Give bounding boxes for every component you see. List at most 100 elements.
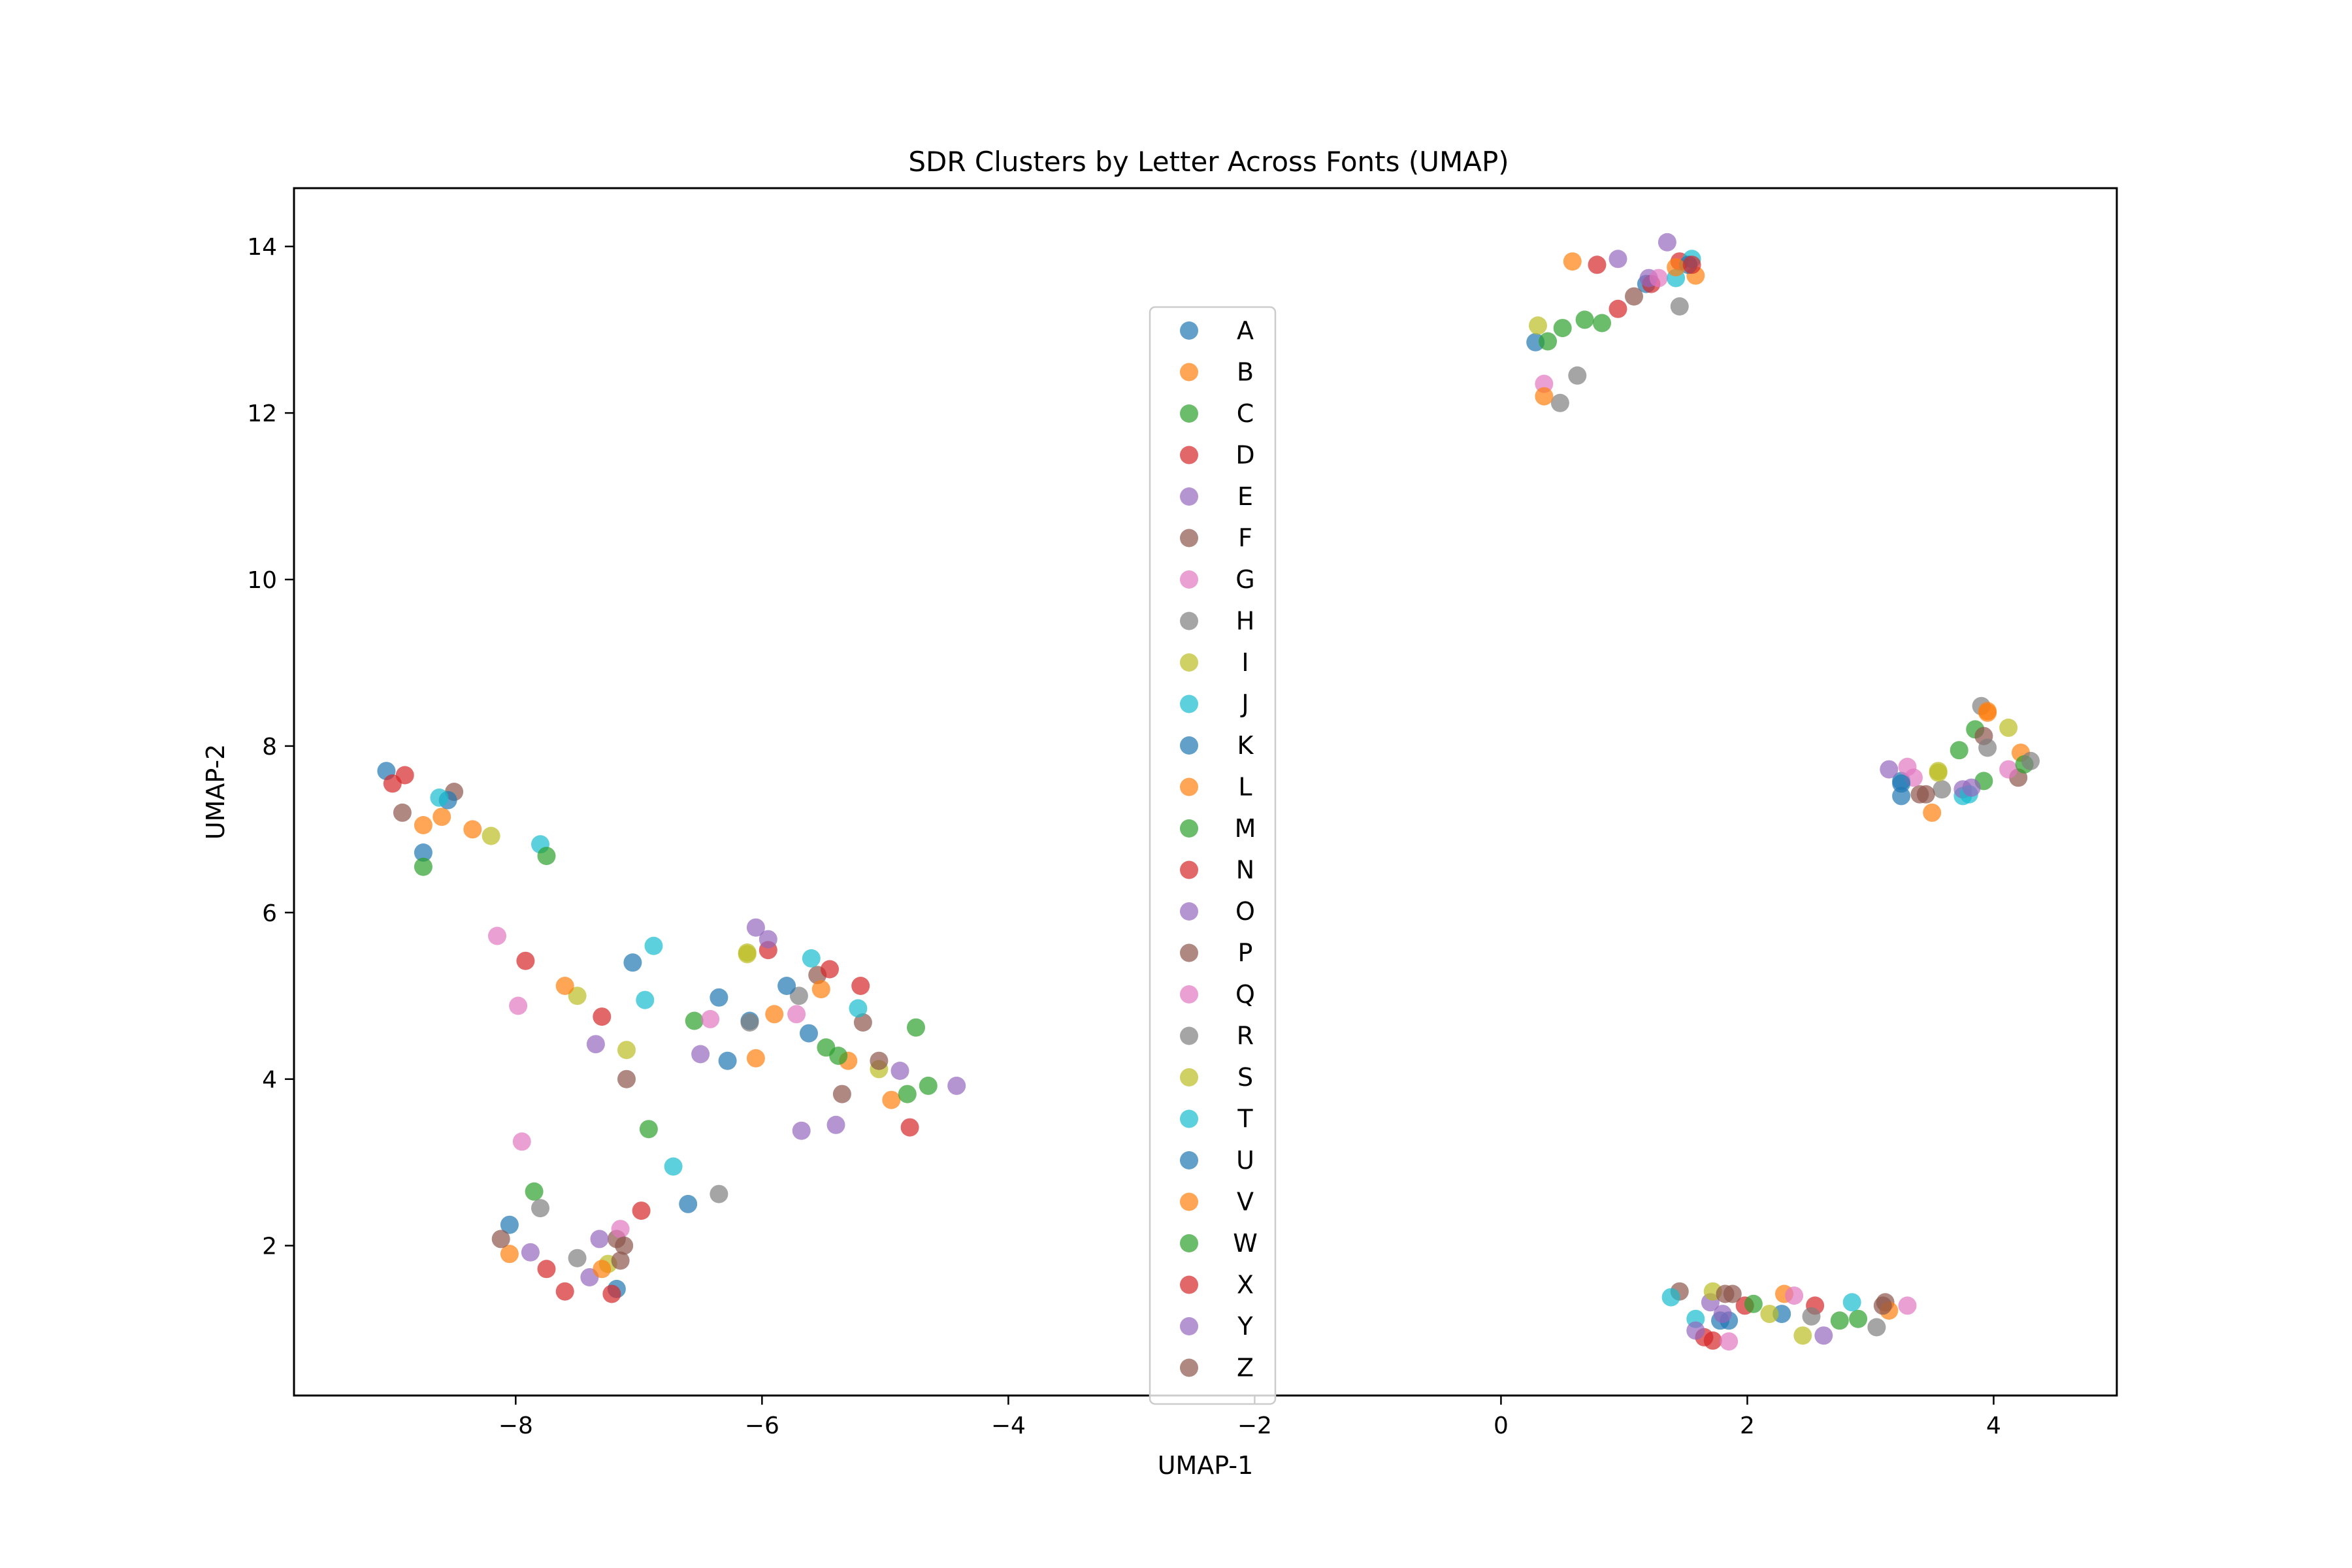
legend-marker-w — [1180, 1234, 1198, 1252]
data-point-z-3 — [615, 1236, 634, 1255]
data-point-w-3 — [919, 1076, 938, 1095]
data-point-x-3 — [632, 1201, 651, 1220]
data-point-j-2 — [802, 949, 821, 968]
legend-label-l: L — [1238, 773, 1252, 802]
data-point-p-2 — [853, 1013, 872, 1032]
data-point-q-1 — [611, 1220, 630, 1239]
data-point-g-2 — [701, 1009, 720, 1028]
data-point-q-6 — [1898, 1296, 1917, 1315]
data-point-t-3 — [849, 999, 868, 1018]
data-point-o-6 — [1814, 1326, 1833, 1345]
legend-marker-j — [1180, 694, 1198, 713]
data-point-c-3 — [1539, 332, 1558, 351]
plot-points — [377, 233, 2040, 1351]
data-point-c-6 — [1849, 1309, 1868, 1328]
data-point-b-1 — [463, 820, 482, 839]
data-point-u-4 — [777, 977, 796, 995]
data-point-x-2 — [602, 1284, 621, 1303]
legend-marker-r — [1180, 1026, 1198, 1045]
data-point-u-6 — [1892, 774, 1911, 793]
data-point-x-4 — [900, 1118, 919, 1137]
data-point-g-5 — [1999, 760, 2018, 779]
data-point-c-4 — [1553, 319, 1572, 338]
y-tick-label: 2 — [262, 1233, 277, 1260]
legend-marker-h — [1180, 612, 1198, 630]
legend-label-s: S — [1237, 1063, 1253, 1092]
data-point-y-1 — [759, 930, 777, 949]
data-point-e-1 — [691, 1045, 710, 1064]
x-tick-label: 2 — [1740, 1413, 1755, 1439]
legend-label-f: F — [1238, 524, 1252, 553]
x-tick-label: −6 — [745, 1413, 779, 1439]
data-point-m-1 — [639, 1120, 658, 1139]
legend-marker-i — [1180, 653, 1198, 672]
data-point-e-0 — [586, 1035, 605, 1054]
data-point-f-1 — [617, 1070, 636, 1088]
data-point-d-2 — [851, 977, 870, 995]
legend-marker-p — [1180, 943, 1198, 962]
data-point-c-2 — [685, 1011, 704, 1030]
data-point-u-3 — [800, 1024, 818, 1043]
legend-marker-t — [1180, 1109, 1198, 1128]
data-point-c-0 — [414, 857, 433, 876]
legend-marker-f — [1180, 529, 1198, 547]
legend-label-i: I — [1241, 648, 1249, 677]
data-point-z-2 — [611, 1251, 630, 1270]
legend-marker-m — [1180, 819, 1198, 838]
legend-label-c: C — [1237, 399, 1254, 428]
data-point-g-0 — [488, 926, 506, 945]
data-point-a-2 — [710, 988, 728, 1007]
data-point-w-2 — [898, 1085, 917, 1103]
legend-marker-a — [1180, 321, 1198, 340]
data-point-r-1 — [568, 1249, 587, 1267]
data-point-v-5 — [1667, 258, 1686, 277]
data-point-p-3 — [1625, 287, 1643, 306]
legend-label-h: H — [1236, 607, 1255, 636]
data-point-b-3 — [1563, 252, 1582, 271]
data-point-n-1 — [593, 1007, 612, 1026]
data-point-m-3 — [1575, 310, 1594, 329]
legend-marker-z — [1180, 1358, 1198, 1377]
data-point-g-1 — [512, 1132, 531, 1151]
x-axis-label: UMAP-1 — [1158, 1451, 1254, 1480]
data-point-v-3 — [811, 980, 830, 999]
data-point-k-1 — [623, 953, 642, 972]
data-point-h-6 — [1867, 1318, 1886, 1337]
data-point-d-3 — [1588, 255, 1607, 274]
y-tick-label: 4 — [262, 1067, 277, 1094]
chart-title: SDR Clusters by Letter Across Fonts (UMA… — [908, 146, 1509, 178]
legend-label-u: U — [1236, 1146, 1254, 1175]
legend-label-t: T — [1237, 1105, 1253, 1134]
data-point-h-2 — [1550, 393, 1569, 412]
y-axis-ticks: 2 4 6 8 10 12 14 — [247, 234, 294, 1260]
data-point-y-5 — [1962, 778, 1981, 797]
legend-marker-x — [1180, 1275, 1198, 1294]
data-point-l-4 — [1923, 803, 1942, 822]
data-point-e-3 — [1609, 250, 1627, 269]
y-tick-label: 10 — [247, 567, 277, 594]
legend-label-m: M — [1235, 814, 1256, 843]
data-point-l-0 — [414, 816, 433, 834]
legend-label-d: D — [1235, 441, 1254, 470]
legend-label-j: J — [1240, 690, 1249, 719]
legend-label-b: B — [1237, 358, 1254, 387]
data-point-e-4 — [1658, 233, 1676, 252]
x-tick-label: 4 — [1986, 1413, 2001, 1439]
legend-label-g: G — [1235, 565, 1254, 594]
legend-label-z: Z — [1237, 1354, 1254, 1382]
data-point-o-5 — [1713, 1305, 1732, 1324]
data-point-j-5 — [1661, 1288, 1680, 1307]
data-point-n-2 — [821, 960, 839, 979]
data-point-h-1 — [789, 987, 808, 1005]
data-point-c-1 — [525, 1182, 544, 1201]
data-point-u-2 — [679, 1194, 698, 1213]
legend-marker-k — [1180, 736, 1198, 755]
data-point-w-4 — [1593, 314, 1611, 333]
data-point-z-0 — [393, 803, 412, 822]
legend-label-q: Q — [1235, 980, 1255, 1009]
data-point-h-3 — [1670, 297, 1689, 316]
y-tick-label: 12 — [247, 400, 277, 427]
x-tick-label: −8 — [498, 1413, 533, 1439]
